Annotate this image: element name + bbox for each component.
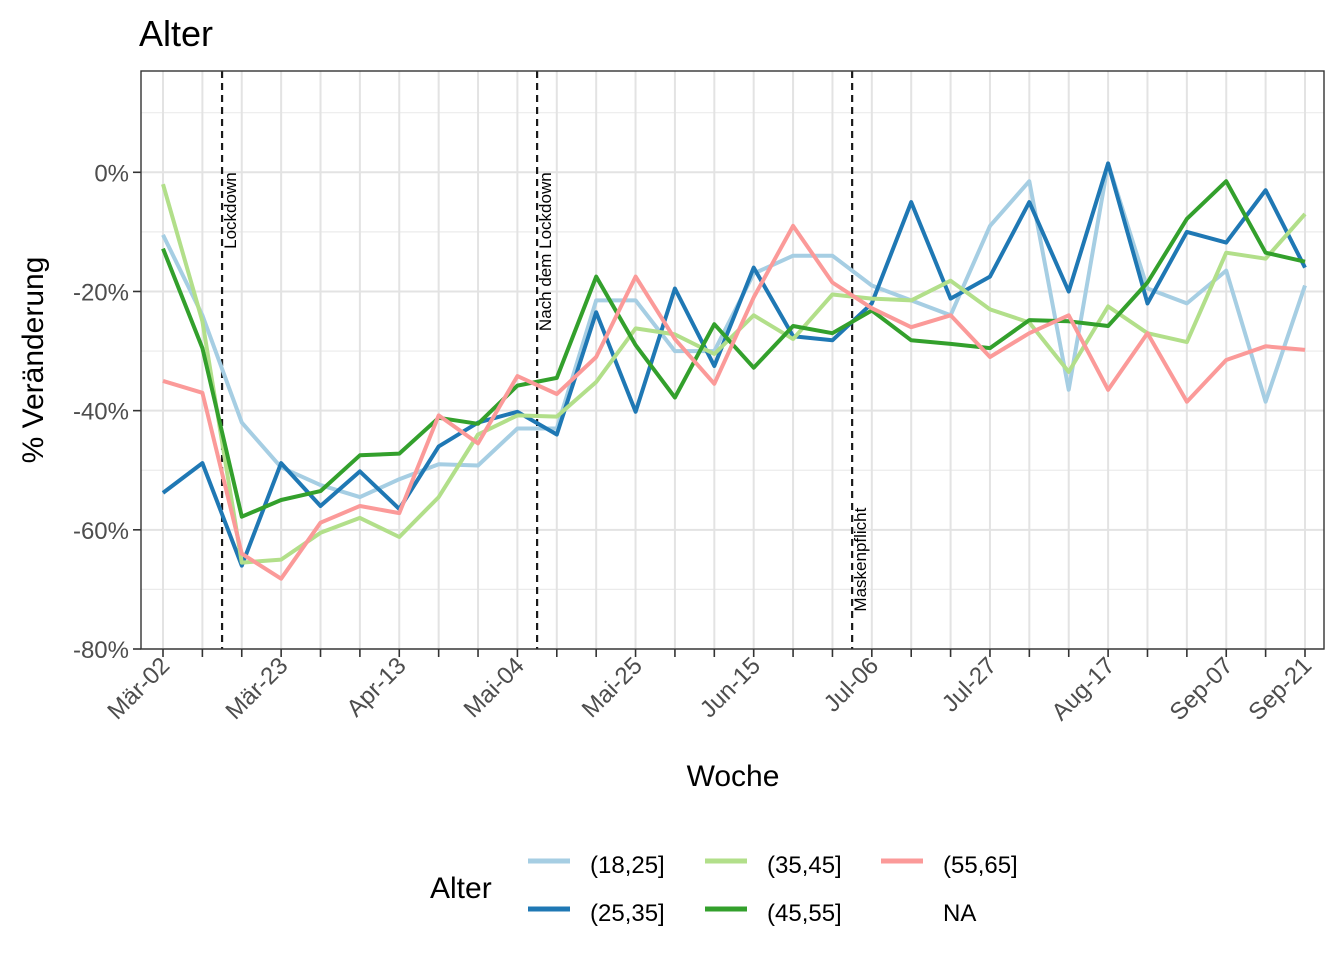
event-line-label: Maskenpflicht [851, 507, 870, 611]
y-axis: 0% -20% -40% -60% -80% [73, 160, 141, 664]
event-line-label: Lockdown [221, 172, 240, 249]
x-tick-label: Sep-07 [1165, 652, 1239, 726]
legend-label: (18,25] [590, 852, 665, 879]
x-tick-label: Jul-06 [819, 652, 884, 717]
y-tick-label: -20% [73, 279, 129, 306]
x-tick-label: Aug-17 [1047, 652, 1121, 726]
series-line [161, 179, 1306, 519]
y-tick-label: 0% [94, 160, 129, 187]
series-line [162, 223, 1306, 581]
x-tick-label: Mai-25 [577, 652, 648, 723]
x-tick-label: Mai-04 [459, 652, 530, 723]
series-line [161, 161, 1307, 568]
legend: Alter (18,25] (25,35] (35,45] (45,55] (55,65… [430, 852, 1018, 927]
plot-border [140, 70, 1325, 650]
event-line-label: Nach dem Lockdown [536, 172, 555, 331]
x-axis: Mär-02 Mär-23 Apr-13 Mai-04 Mai-25 Jun-15 Jul-… [102, 649, 1317, 726]
x-tick-label: Apr-13 [341, 652, 411, 722]
x-tick-label: Sep-21 [1243, 652, 1317, 726]
y-tick-label: -60% [73, 518, 129, 545]
y-axis-label: % Veränderung [17, 257, 50, 464]
legend-label: NA [943, 900, 976, 927]
y-tick-label: -40% [73, 399, 129, 426]
y-tick-label: -80% [73, 637, 129, 664]
x-tick-label: Jul-27 [937, 652, 1002, 717]
x-tick-label: Mär-23 [221, 652, 294, 725]
event-lines: Lockdown Nach dem Lockdown Maskenpflicht [220, 71, 870, 649]
legend-label: (25,35] [590, 900, 665, 927]
legend-title: Alter [430, 872, 492, 905]
legend-label: (45,55] [767, 900, 842, 927]
x-axis-label: Woche [687, 760, 780, 793]
legend-label: (35,45] [767, 852, 842, 879]
x-tick-label: Jun-15 [695, 652, 766, 723]
chart-title: Alter [139, 13, 213, 54]
series-lines [161, 161, 1307, 581]
series-line [161, 183, 1307, 565]
legend-label: (55,65] [943, 852, 1018, 879]
